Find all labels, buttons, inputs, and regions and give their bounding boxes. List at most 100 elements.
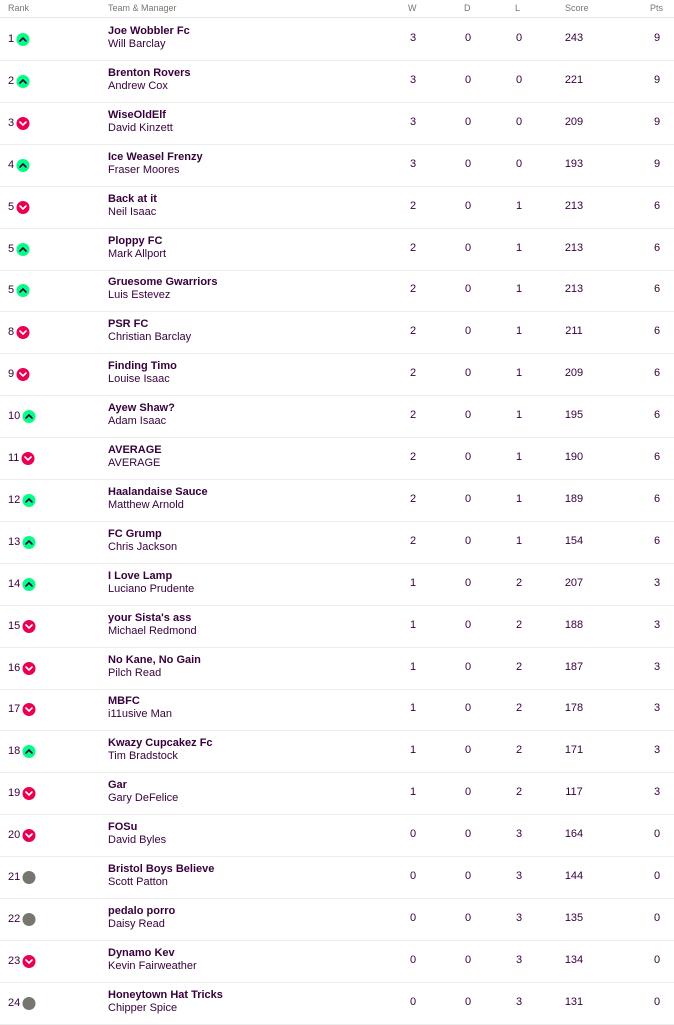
- rank-cell: 3: [8, 102, 30, 144]
- points: 6: [653, 325, 661, 338]
- draws: 0: [464, 241, 472, 254]
- table-row: 11 AVERAGE AVERAGE 2 0 1 190 6: [0, 437, 674, 480]
- wins: 2: [409, 283, 417, 296]
- score: 131: [564, 995, 584, 1008]
- movement-circle: [22, 787, 36, 801]
- team-name: pedalo porro: [108, 904, 176, 917]
- rank: 19: [8, 787, 21, 800]
- movement-arrow: [25, 749, 34, 755]
- points: 3: [653, 660, 661, 673]
- team-name: your Sista's ass: [108, 611, 192, 624]
- wins: 3: [409, 157, 417, 170]
- losses: 2: [515, 702, 523, 715]
- score: 193: [564, 157, 584, 170]
- losses: 3: [515, 995, 523, 1008]
- table-row: 17 MBFC i11usive Man 1 0 2 178 3: [0, 688, 674, 732]
- score: 164: [564, 828, 584, 841]
- table-row: 4 Ice Weasel Frenzy Fraser Moores 3 0 0 193 9: [0, 144, 674, 187]
- movement-circle: [16, 116, 30, 130]
- manager-name: Pilch Read: [108, 666, 162, 679]
- movement-circle: [16, 368, 30, 382]
- losses: 3: [515, 953, 523, 966]
- rank-cell: 11: [8, 437, 35, 479]
- losses: 2: [515, 618, 523, 631]
- wins: 2: [409, 492, 417, 505]
- table-row: 23 Dynamo Kev Kevin Fairweather 0 0 3 134 0: [0, 940, 674, 983]
- table-row: 21 Bristol Boys Believe Scott Patton 0 0 3 144…: [0, 856, 674, 899]
- losses: 1: [515, 409, 523, 422]
- losses: 1: [515, 241, 523, 254]
- manager-name: Will Barclay: [108, 38, 166, 50]
- rank: 4: [8, 158, 15, 171]
- wins: 3: [409, 73, 417, 86]
- movement-icon: [22, 619, 36, 633]
- rank-cell: 13: [8, 521, 36, 563]
- manager-name: Neil Isaac: [108, 205, 157, 218]
- movement-icon: [22, 912, 36, 926]
- draws: 0: [464, 702, 472, 715]
- team-name: Ayew Shaw?: [108, 402, 175, 415]
- movement-arrow: [25, 581, 34, 587]
- score: 213: [564, 199, 584, 212]
- wins: 1: [409, 618, 417, 631]
- team-name: Haalandaise Sauce: [108, 485, 208, 498]
- movement-icon: [16, 116, 30, 130]
- rank-cell: 4: [8, 144, 30, 186]
- team-name: Gar: [108, 779, 127, 792]
- rank: 24: [8, 996, 21, 1009]
- losses: 1: [515, 367, 523, 380]
- points: 6: [653, 409, 661, 422]
- movement-arrow: [19, 204, 27, 210]
- manager-name: Luis Estevez: [108, 289, 171, 302]
- rank: 23: [8, 954, 21, 967]
- losses: 2: [515, 660, 523, 673]
- movement-icon: [16, 74, 30, 88]
- movement-arrow: [24, 456, 33, 462]
- score: 209: [564, 367, 584, 380]
- rank: 12: [8, 493, 21, 506]
- rank: 20: [8, 829, 21, 842]
- manager-name: Chipper Spice: [108, 1001, 178, 1014]
- movement-icon: [22, 661, 36, 675]
- rank: 17: [8, 703, 21, 716]
- score: 171: [564, 744, 584, 757]
- table-row: 3 WiseOldElf David Kinzett 3 0 0 209 9: [0, 102, 674, 145]
- header-team: Team & Manager: [108, 3, 177, 13]
- manager-name: Andrew Cox: [108, 79, 168, 92]
- rank-cell: 5: [8, 269, 30, 311]
- manager-name: Luciano Prudente: [108, 582, 195, 595]
- team-name: MBFC: [108, 695, 140, 708]
- losses: 0: [515, 73, 523, 86]
- wins: 2: [409, 534, 417, 547]
- wins: 0: [409, 911, 417, 924]
- losses: 2: [515, 786, 523, 799]
- movement-arrow: [25, 539, 34, 545]
- movement-icon: [22, 829, 36, 843]
- rank: 5: [8, 242, 15, 255]
- team-name: Ploppy FC: [108, 234, 163, 247]
- rank-cell: 5: [8, 228, 30, 270]
- score: 213: [564, 283, 584, 296]
- rank-cell: 19: [8, 772, 36, 814]
- movement-circle: [22, 410, 36, 424]
- rank-cell: 8: [8, 311, 30, 353]
- wins: 1: [409, 744, 417, 757]
- draws: 0: [464, 953, 472, 966]
- rank-cell: 23: [8, 940, 36, 982]
- rank: 1: [8, 33, 15, 45]
- team-name: WiseOldElf: [108, 108, 166, 121]
- header-pts: Pts: [650, 3, 664, 13]
- draws: 0: [464, 492, 472, 505]
- draws: 0: [464, 995, 472, 1008]
- score: 178: [564, 702, 584, 715]
- movement-circle: [16, 326, 30, 340]
- movement-arrow: [25, 791, 34, 797]
- rank-cell: 20: [8, 814, 36, 856]
- wins: 0: [409, 828, 417, 841]
- rank: 9: [8, 368, 15, 381]
- rank-cell: 16: [8, 647, 36, 689]
- manager-name: i11usive Man: [108, 708, 172, 721]
- points: 3: [653, 786, 661, 799]
- rank-cell: 1: [8, 18, 30, 60]
- draws: 0: [464, 325, 472, 338]
